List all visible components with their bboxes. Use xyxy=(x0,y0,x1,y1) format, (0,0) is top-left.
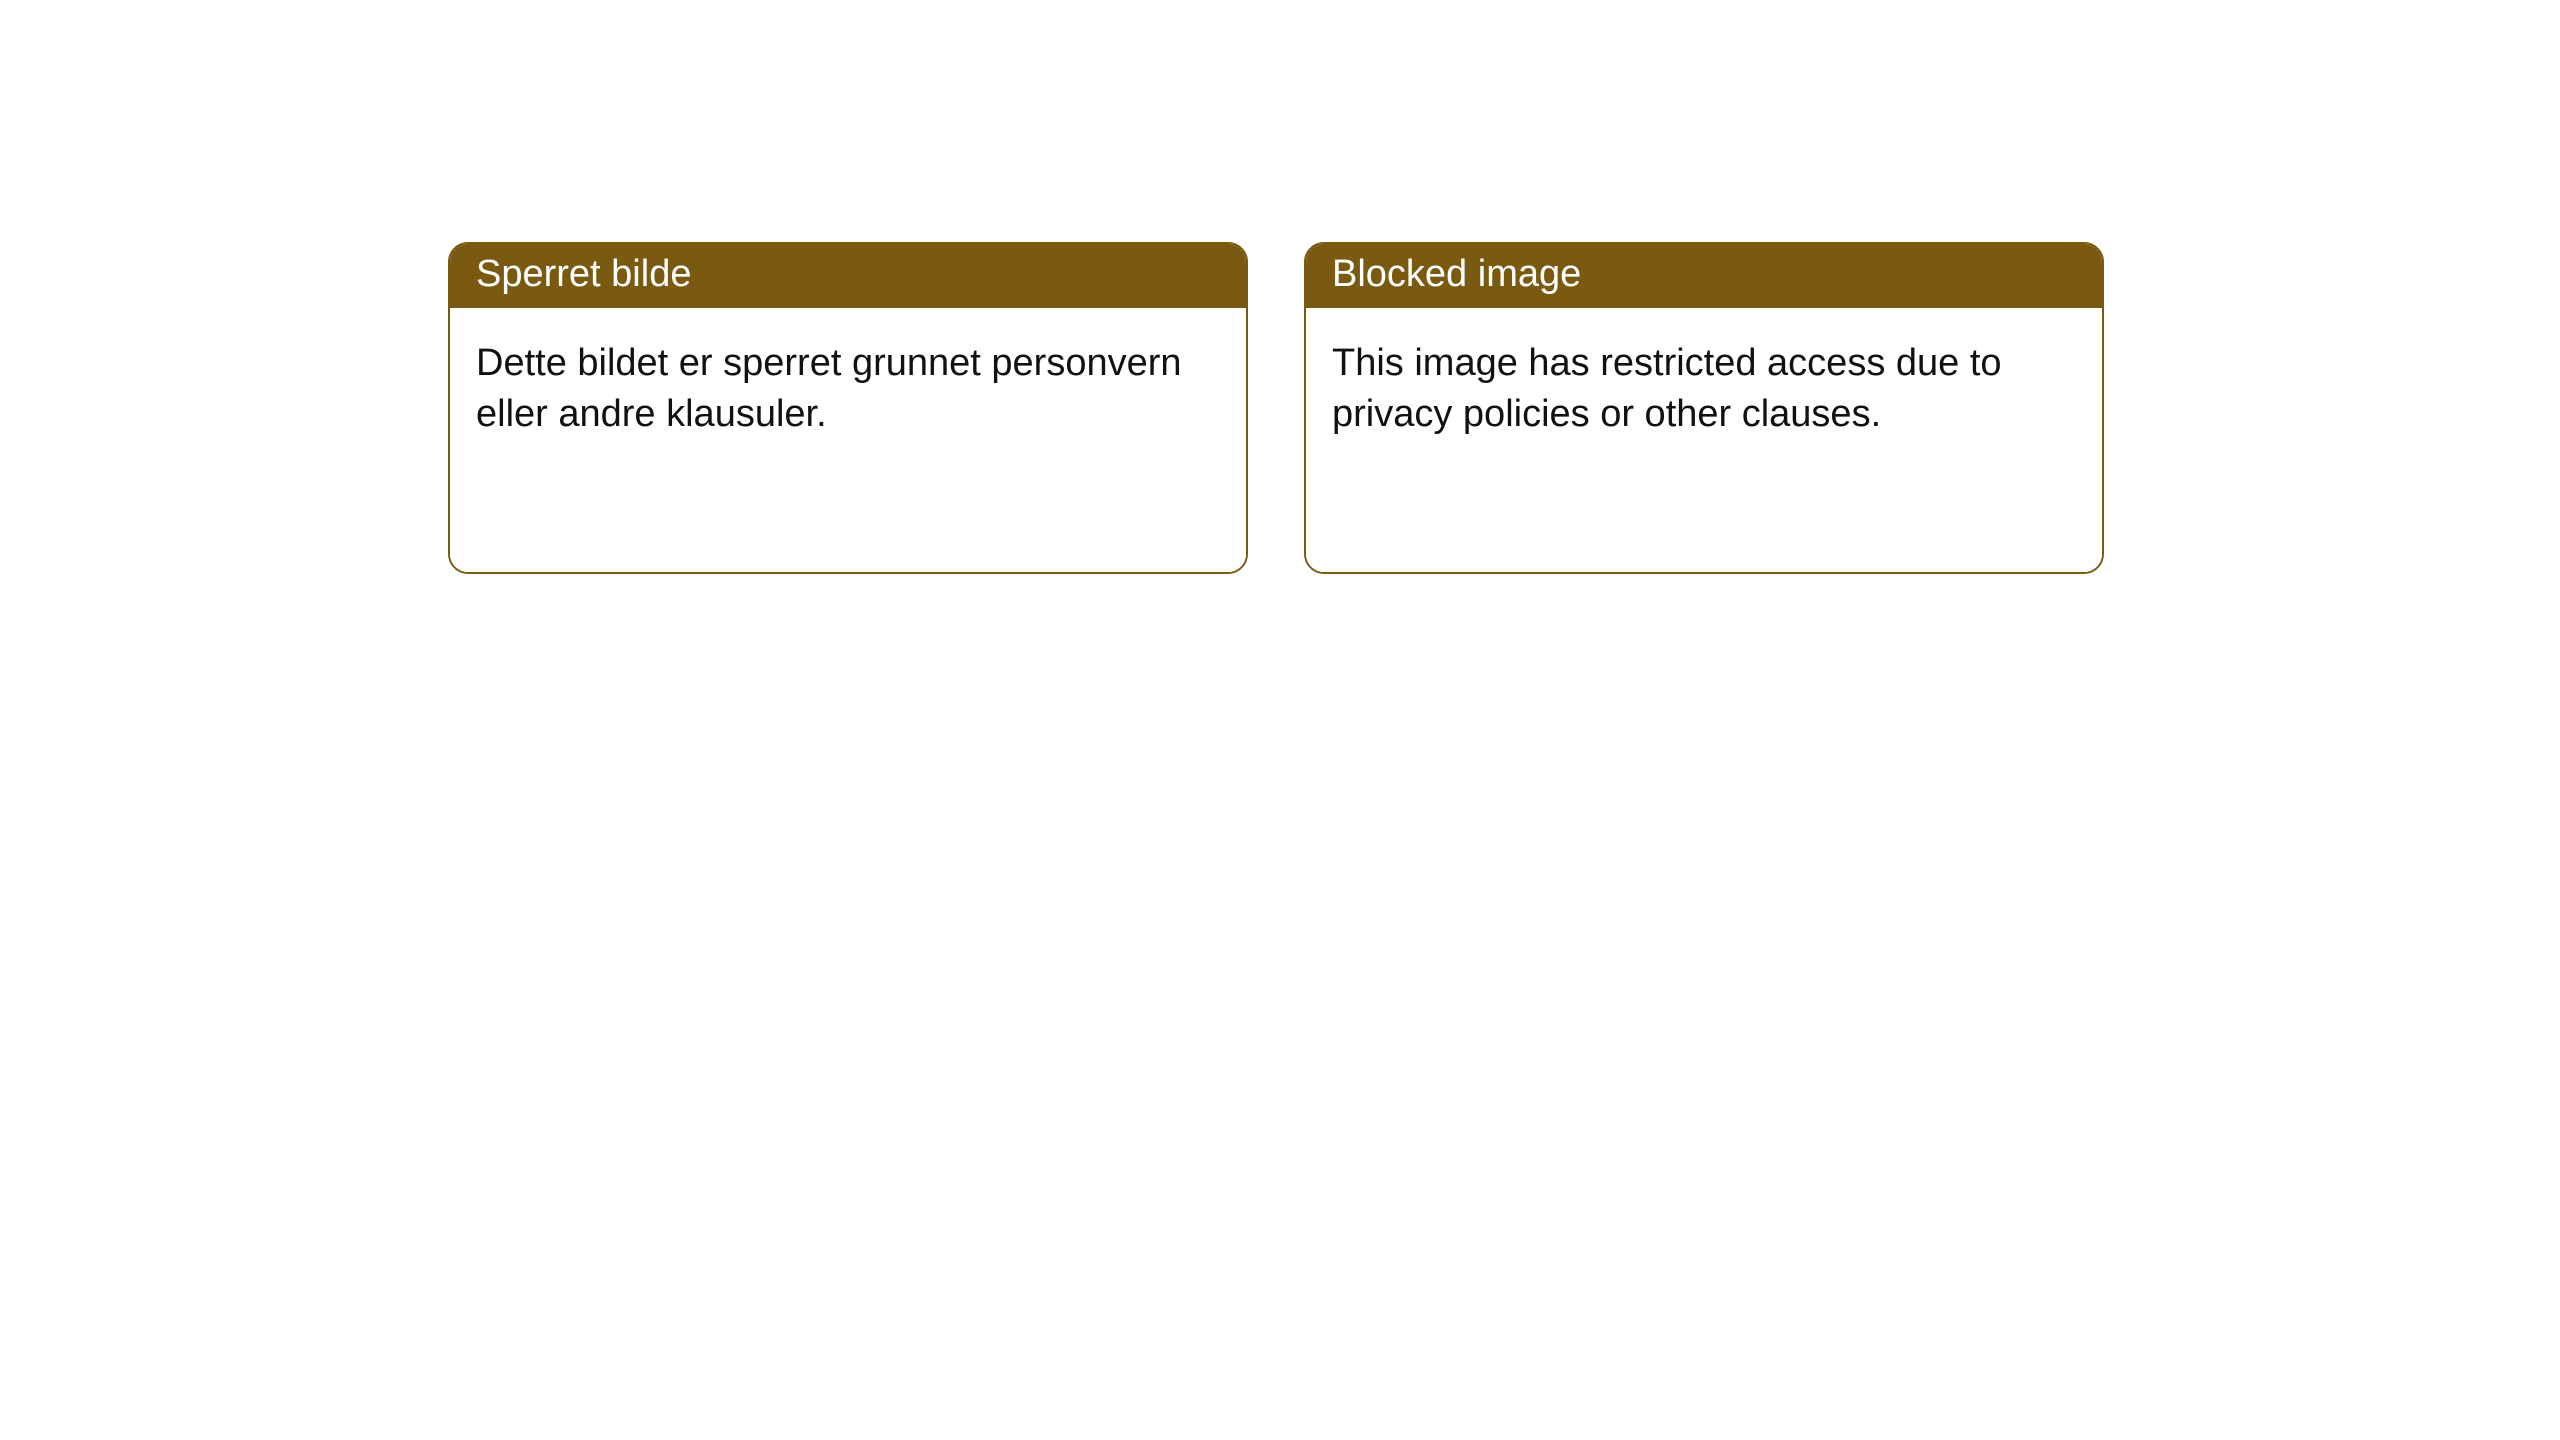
notice-container: Sperret bilde Dette bildet er sperret gr… xyxy=(0,0,2560,574)
notice-card-title: Blocked image xyxy=(1306,244,2102,308)
notice-card-title: Sperret bilde xyxy=(450,244,1246,308)
notice-card-norwegian: Sperret bilde Dette bildet er sperret gr… xyxy=(448,242,1248,574)
notice-card-english: Blocked image This image has restricted … xyxy=(1304,242,2104,574)
notice-card-body: This image has restricted access due to … xyxy=(1306,308,2102,572)
notice-card-body: Dette bildet er sperret grunnet personve… xyxy=(450,308,1246,572)
